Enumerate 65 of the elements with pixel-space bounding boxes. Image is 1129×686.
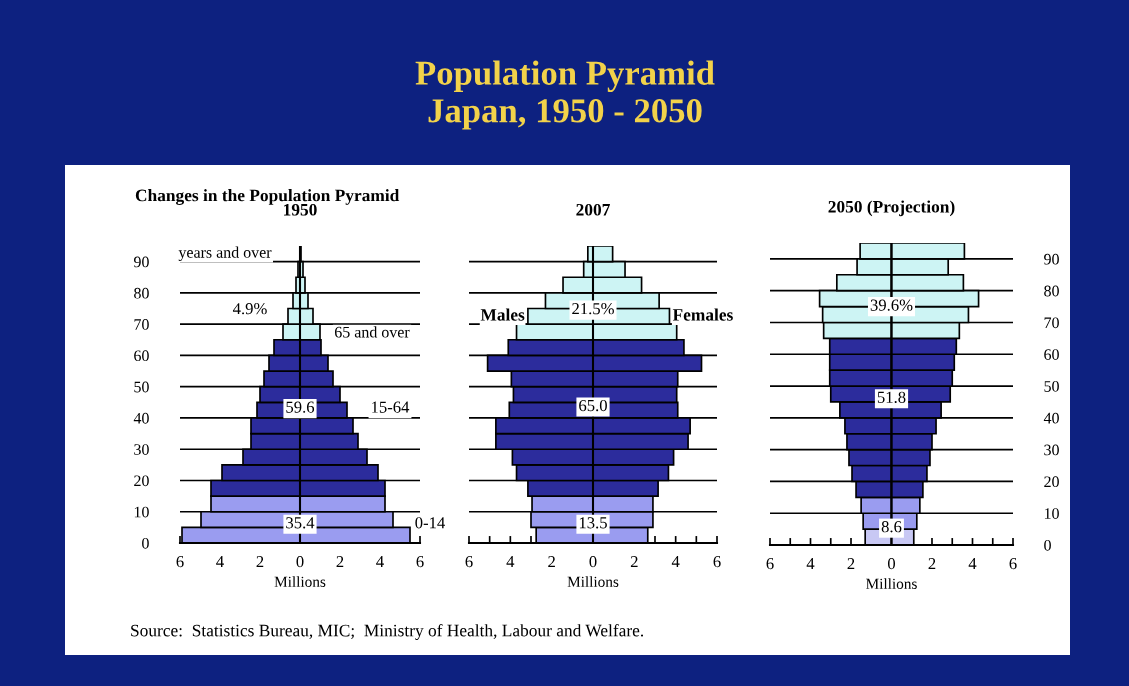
y-tick-label: 50 — [134, 381, 149, 393]
x-tick-label: 4 — [671, 556, 680, 568]
x-tick-label: 4 — [216, 556, 224, 568]
x-axis-title: Millions — [567, 576, 619, 587]
annotation: 59.6 — [286, 401, 315, 413]
annotation: 51.8 — [877, 391, 906, 404]
y-tick-label: 0 — [1044, 539, 1051, 551]
y-tick-label: 50 — [1044, 380, 1059, 392]
y-tick-label: 40 — [1043, 412, 1059, 424]
chart-title: 1950 — [284, 203, 317, 216]
source-note: Source: Statistics Bureau, MIC; Ministry of Health, Labour and Welfare. — [131, 624, 644, 640]
annotation: 65 and over — [334, 326, 410, 338]
x-tick-label: 6 — [713, 556, 721, 568]
y-tick-label: 80 — [1044, 285, 1059, 297]
x-tick-label: 2 — [256, 556, 264, 568]
y-tick-label: 80 — [134, 287, 149, 299]
x-axis-title: Millions — [274, 576, 326, 587]
x-tick-label: 4 — [506, 556, 515, 568]
y-tick-label: 30 — [1044, 444, 1059, 456]
annotation: 13.5 — [579, 517, 607, 529]
x-tick-label: 6 — [176, 556, 184, 568]
annotation: 8.6 — [881, 521, 902, 533]
y-tick-label: 70 — [134, 319, 149, 330]
chart-title: 2007 — [576, 203, 610, 216]
annotation: 39.6% — [870, 299, 913, 311]
text: Population Pyramid Japan, 1950 - 2050 — [415, 60, 715, 130]
chart-title: 2050 (Projection) — [828, 200, 955, 217]
x-tick-label: 4 — [376, 556, 384, 568]
text: Changes in the Population Pyramid — [135, 189, 400, 205]
y-tick-label: 20 — [134, 475, 149, 487]
annotation: 15-64 — [372, 401, 410, 413]
annotation: 21.5% — [572, 303, 614, 315]
y-tick-label: 30 — [134, 444, 149, 455]
y-tick-label: 90 — [133, 256, 149, 268]
annotation: 0-14 — [415, 517, 446, 529]
y-tick-label: 20 — [1044, 476, 1059, 488]
x-tick-label: 4 — [968, 558, 977, 570]
y-tick-label: 40 — [133, 412, 149, 424]
x-tick-label: 2 — [847, 558, 855, 570]
y-tick-label: 10 — [1044, 508, 1059, 519]
y-tick-label: 0 — [142, 537, 149, 549]
y-tick-label: 60 — [134, 350, 149, 362]
x-tick-label: 0 — [296, 555, 304, 568]
x-tick-label: 2 — [336, 556, 344, 568]
annotation: 4.9% — [232, 303, 267, 315]
annotation: years and over — [178, 246, 272, 262]
annotation: 65.0 — [579, 399, 607, 412]
series-label: Males — [480, 308, 525, 321]
x-tick-label: 6 — [1009, 558, 1017, 570]
annotation: 35.4 — [286, 517, 315, 529]
y-tick-label: 70 — [1044, 317, 1059, 329]
series-label: Females — [672, 308, 733, 321]
x-tick-label: 0 — [887, 557, 896, 570]
x-tick-label: 6 — [465, 556, 473, 568]
x-tick-label: 6 — [766, 558, 774, 570]
x-tick-label: 6 — [416, 556, 424, 568]
x-tick-label: 2 — [928, 558, 936, 570]
x-tick-label: 4 — [806, 558, 815, 570]
x-tick-label: 0 — [589, 555, 597, 568]
y-tick-label: 10 — [134, 506, 149, 518]
x-tick-label: 2 — [548, 556, 555, 568]
x-tick-label: 2 — [630, 556, 638, 568]
y-tick-label: 90 — [1044, 253, 1059, 265]
x-axis-title: Millions — [866, 578, 917, 589]
y-tick-label: 60 — [1044, 349, 1059, 360]
